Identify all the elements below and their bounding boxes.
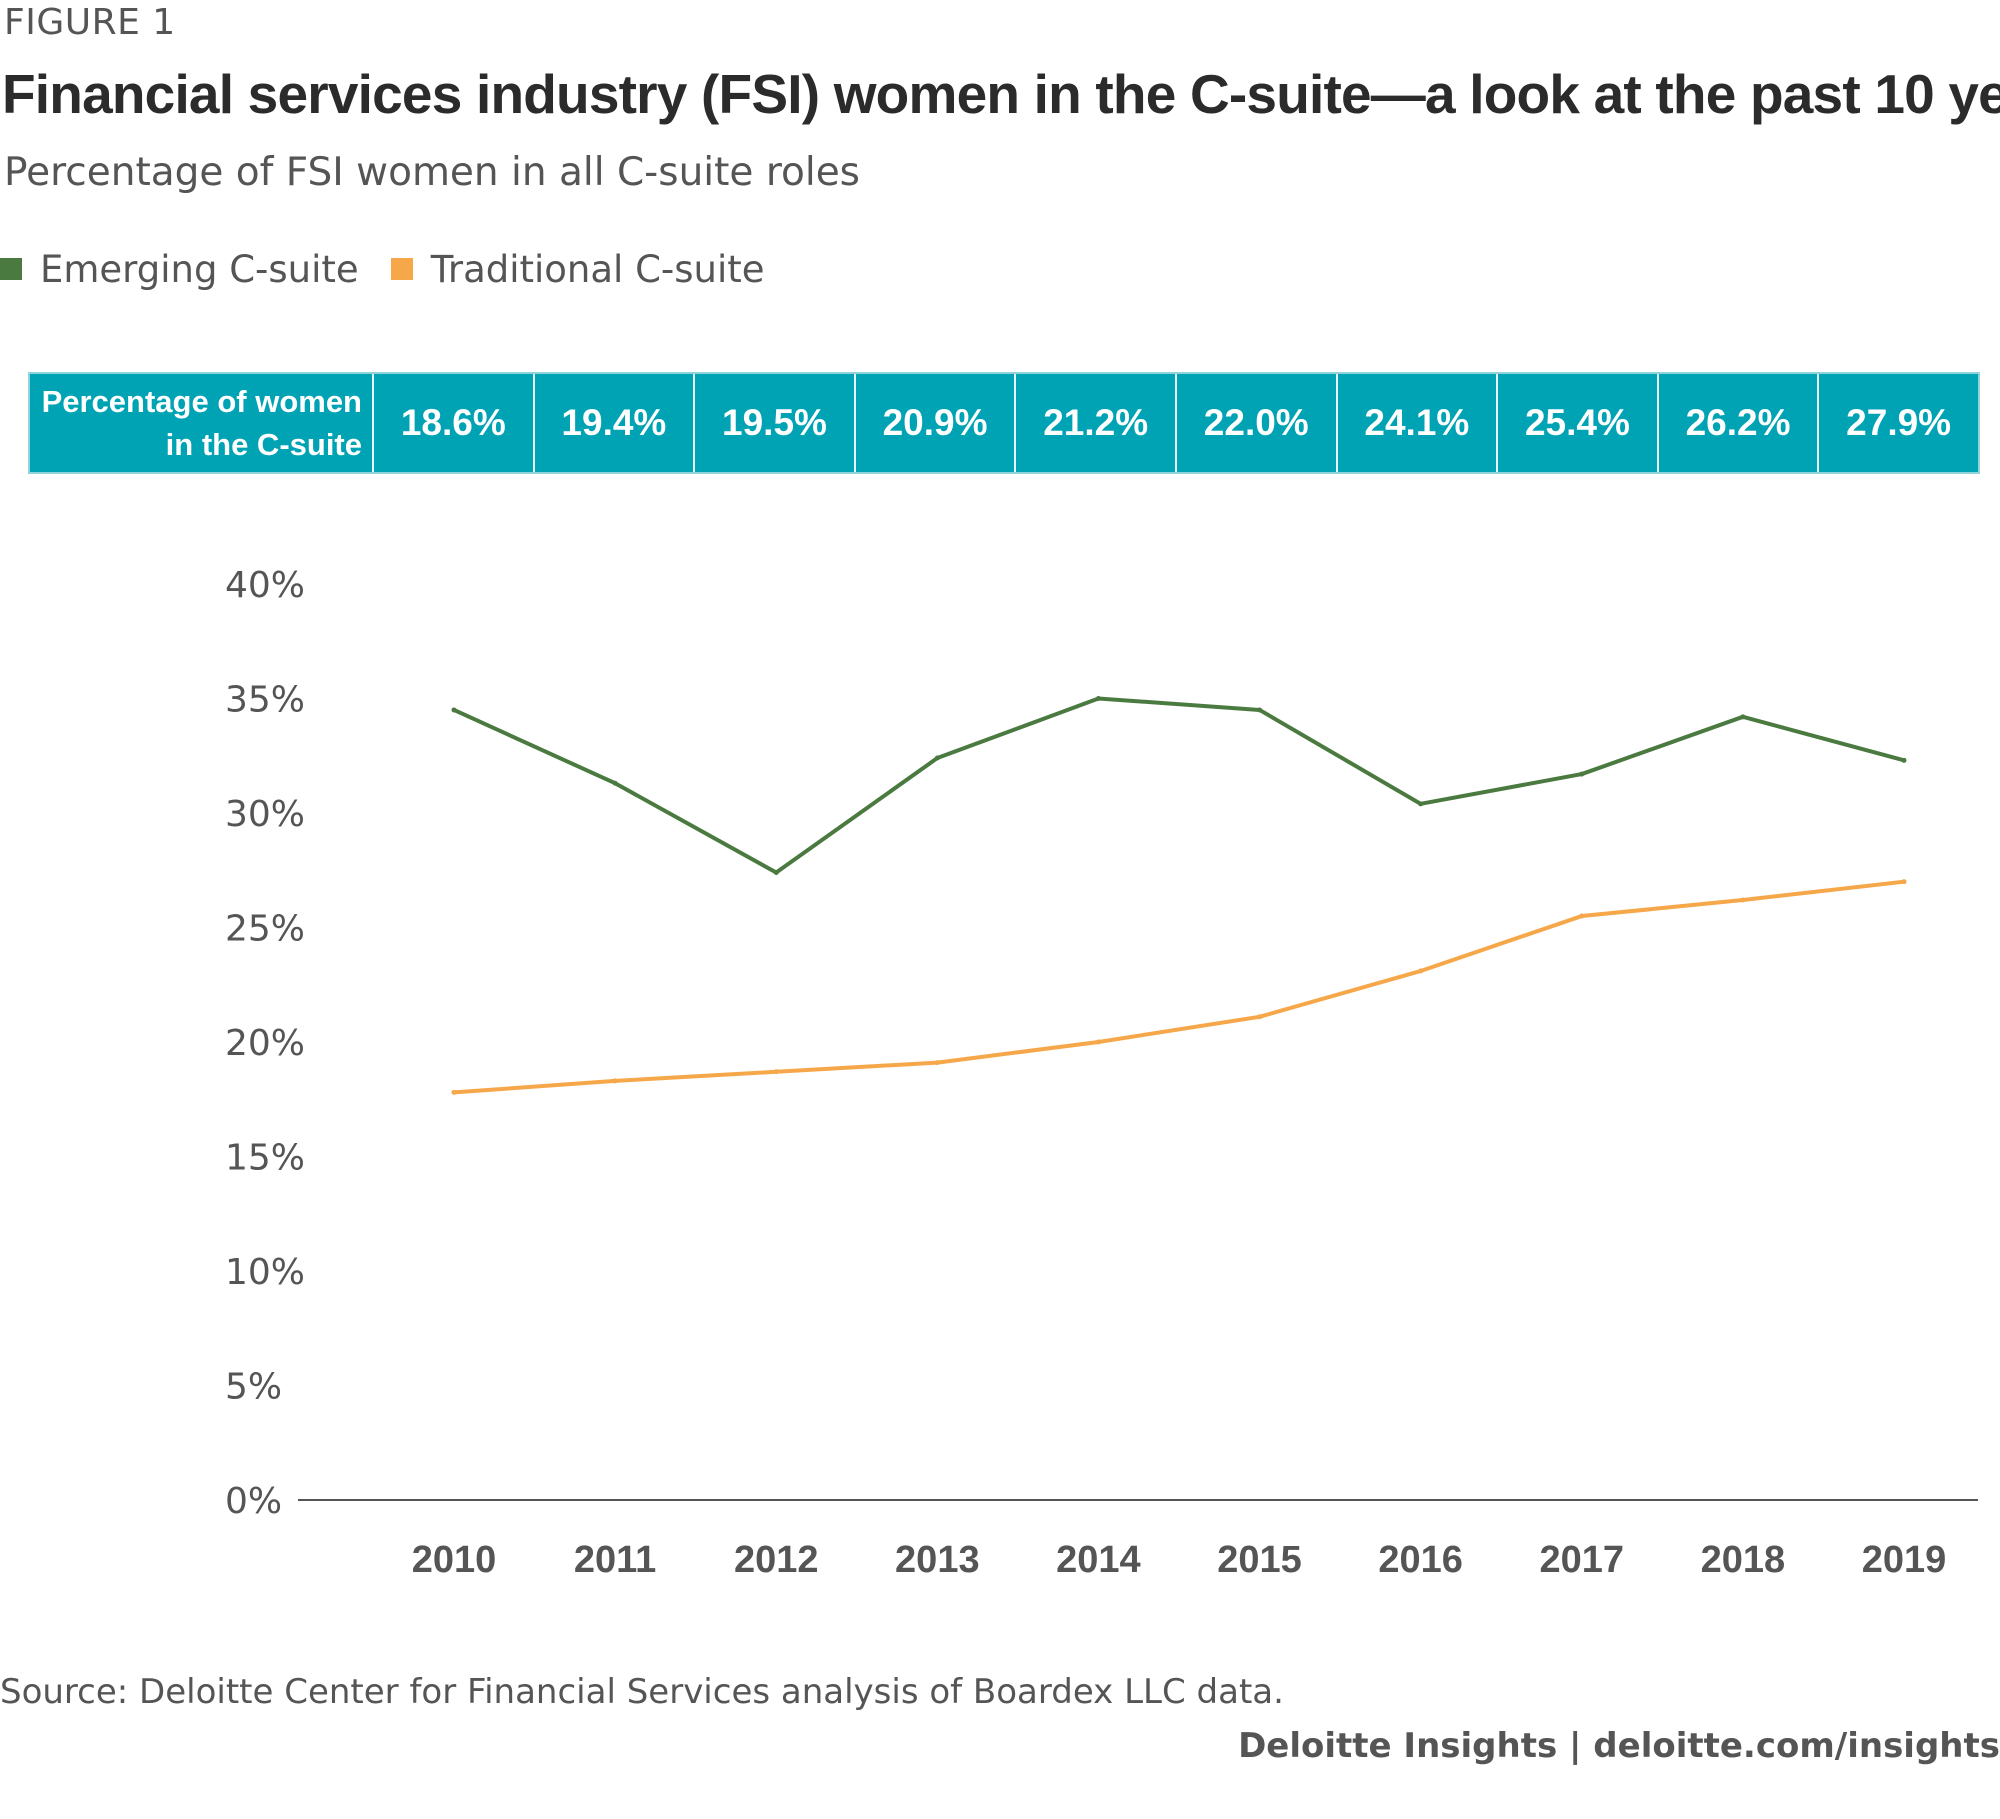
y-tick-label: 30%: [225, 794, 305, 835]
data-point-traditional: [1740, 897, 1746, 903]
x-tick-label: 2018: [1701, 1539, 1786, 1581]
y-tick-label: 15%: [225, 1138, 305, 1179]
legend-swatch-traditional: [390, 258, 413, 280]
y-tick-label: 10%: [225, 1252, 305, 1293]
y-tick-label: 20%: [225, 1023, 305, 1064]
data-point-emerging: [451, 707, 457, 713]
data-point-traditional: [934, 1060, 940, 1066]
percentage-cell: 27.9%: [1846, 402, 1952, 443]
x-tick-label: 2013: [895, 1539, 980, 1581]
legend-item-traditional: Traditional C-suite: [390, 247, 765, 291]
data-point-emerging: [1418, 801, 1424, 807]
data-point-emerging: [1740, 714, 1746, 720]
data-point-traditional: [1901, 879, 1907, 885]
percentage-cell: 18.6%: [374, 374, 535, 472]
percentage-cell: 26.2%: [1659, 374, 1820, 472]
data-point-emerging: [934, 755, 940, 761]
x-tick-label: 2015: [1217, 1539, 1302, 1581]
data-point-traditional: [612, 1078, 618, 1084]
data-point-emerging: [773, 870, 779, 876]
series-line-traditional: [452, 879, 1906, 1095]
y-tick-label: 35%: [225, 680, 305, 721]
data-point-emerging: [1901, 757, 1907, 763]
percentage-cell: 25.4%: [1498, 374, 1659, 472]
x-tick-label: 2010: [412, 1539, 497, 1581]
legend-item-emerging: Emerging C-suite: [0, 248, 359, 291]
percentage-table: Percentage of women in the C-suite 18.6%…: [28, 372, 1980, 474]
chart-subtitle: Percentage of FSI women in all C-suite r…: [4, 150, 861, 195]
line-chart: 0% 5% 10% 15% 20% 25% 30% 35% 40% 2010 2011 2012 201…: [225, 565, 1978, 1581]
legend-swatch-emerging: [0, 258, 22, 280]
data-point-emerging: [1257, 707, 1263, 713]
legend: Emerging C-suite Traditional C-suite: [0, 247, 797, 291]
figure-label: FIGURE 1: [4, 2, 176, 43]
x-tick-label: 2014: [1056, 1539, 1141, 1581]
y-tick-label: 40%: [225, 565, 305, 606]
legend-label-emerging: Emerging C-suite: [40, 247, 359, 291]
series-line-emerging: [452, 696, 1906, 875]
percentage-table-header: Percentage of women in the C-suite: [30, 374, 374, 472]
brand-footer: Deloitte Insights | deloitte.com/insight…: [1238, 1726, 2000, 1766]
data-point-traditional: [1418, 968, 1424, 974]
percentage-cell: 19.5%: [695, 374, 856, 472]
data-point-traditional: [1257, 1014, 1263, 1020]
y-tick-label: 5%: [225, 1367, 282, 1408]
percentage-cell: 20.9%: [856, 374, 1017, 472]
source-note: Source: Deloitte Center for Financial Se…: [0, 1672, 1284, 1712]
percentage-cell: 19.4%: [535, 374, 696, 472]
data-point-traditional: [451, 1089, 457, 1095]
x-tick-label: 2017: [1540, 1539, 1625, 1581]
data-point-emerging: [1579, 771, 1585, 777]
x-tick-label: 2012: [734, 1539, 819, 1581]
percentage-cell: 24.1%: [1338, 374, 1499, 472]
data-point-traditional: [1579, 913, 1585, 919]
y-tick-label: 25%: [225, 909, 305, 950]
data-point-emerging: [1095, 696, 1101, 701]
data-point-traditional: [1095, 1039, 1101, 1045]
y-tick-label: 0%: [225, 1481, 282, 1522]
x-tick-label: 2019: [1862, 1539, 1947, 1581]
data-point-emerging: [612, 780, 618, 786]
percentage-cell: 22.0%: [1177, 374, 1338, 472]
legend-label-traditional: Traditional C-suite: [430, 247, 765, 291]
data-point-traditional: [773, 1069, 779, 1075]
percentage-cell: 21.2%: [1016, 374, 1177, 472]
chart-title: Financial services industry (FSI) women …: [2, 63, 2000, 125]
x-tick-label: 2016: [1378, 1539, 1463, 1581]
x-tick-label: 2011: [574, 1539, 656, 1581]
